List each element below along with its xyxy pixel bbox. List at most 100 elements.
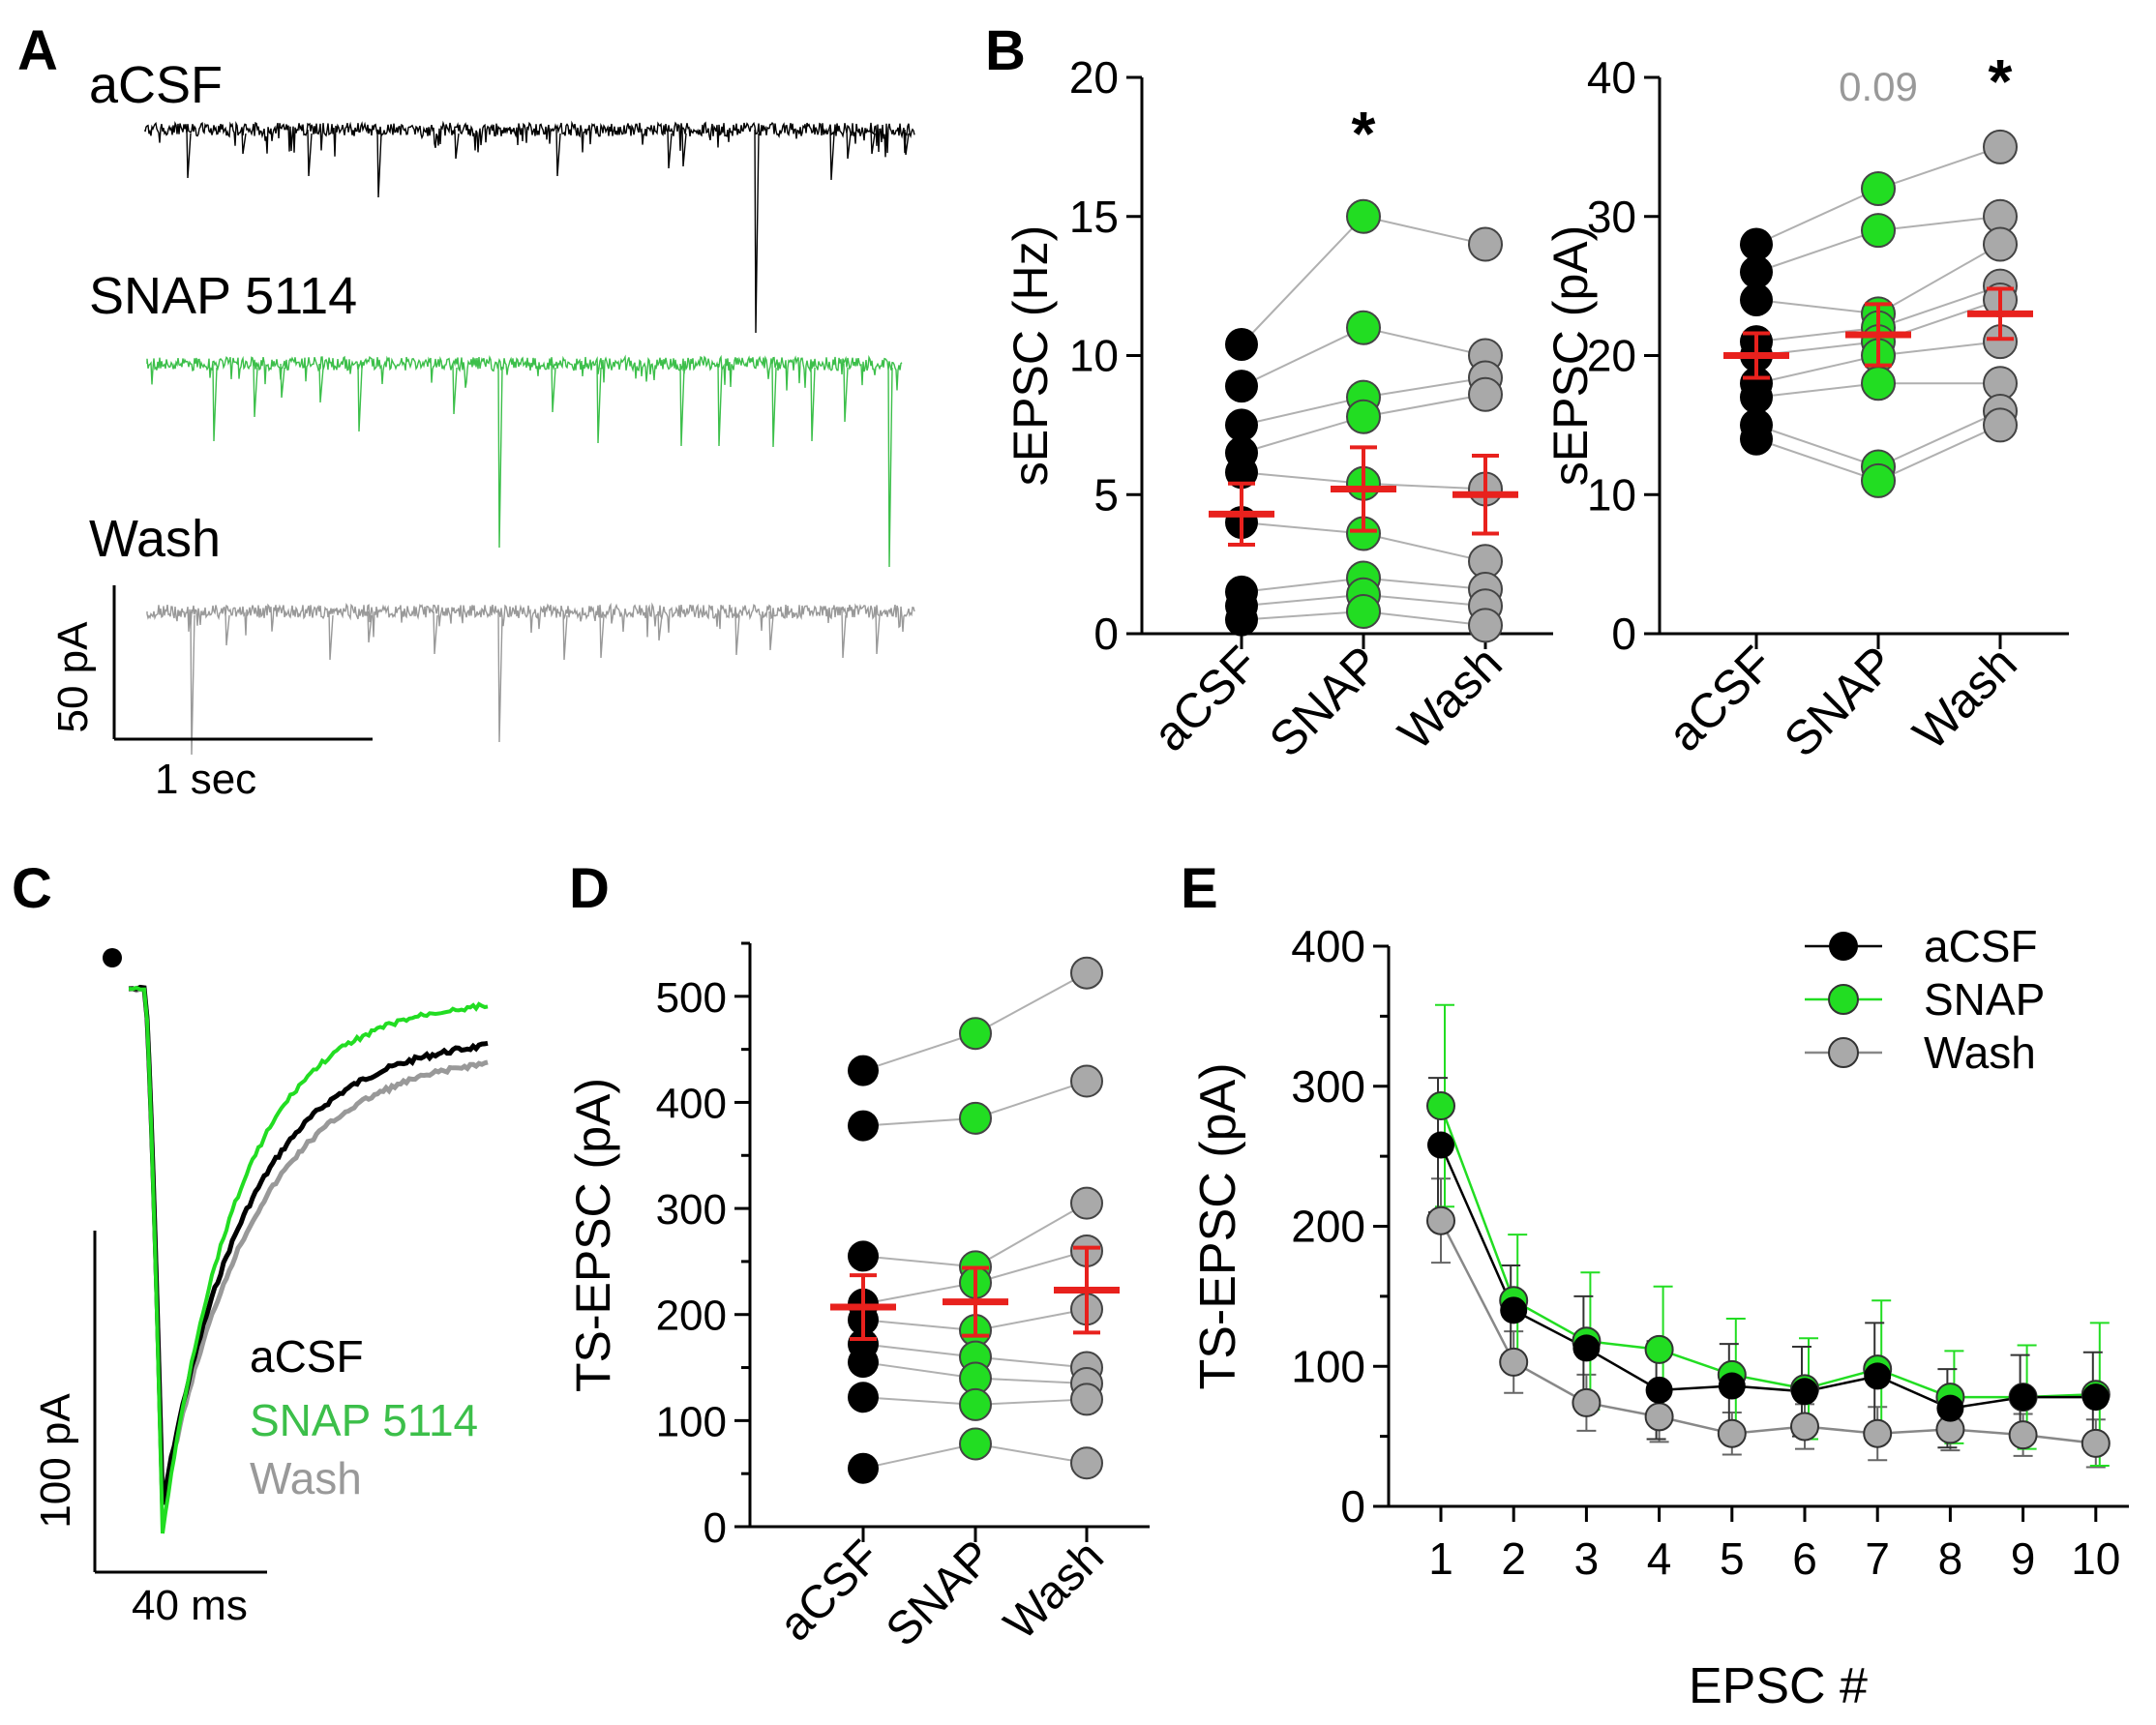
- point-acsf: [1936, 1394, 1964, 1422]
- x-tick-label-wash: Wash: [1388, 636, 1512, 760]
- x-tick-label: 2: [1501, 1533, 1526, 1584]
- point-snap: [1426, 1091, 1455, 1121]
- point-acsf: [1718, 1372, 1746, 1400]
- point-acsf: [1427, 1131, 1454, 1159]
- point-acsf: [848, 1240, 879, 1272]
- y-tick-label: 0: [1340, 1481, 1365, 1532]
- scale-label-40ms: 40 ms: [132, 1582, 248, 1629]
- scale-label-100pa: 100 pA: [32, 1393, 79, 1529]
- y-tick-label: 200: [1291, 1202, 1365, 1252]
- x-tick-label-acsf: aCSF: [1143, 636, 1269, 761]
- x-tick-label: 7: [1865, 1533, 1890, 1584]
- stimulus-dot: [103, 948, 122, 967]
- scale-label-1sec: 1 sec: [155, 756, 256, 803]
- y-tick-label: 10: [1069, 331, 1119, 381]
- point-acsf: [1740, 422, 1773, 456]
- point-wash: [1070, 1446, 1103, 1480]
- point-wash: [1499, 1347, 1529, 1377]
- trace-snap-5114: [146, 354, 903, 568]
- point-snap: [1346, 594, 1381, 629]
- y-tick-label: 400: [656, 1080, 727, 1127]
- point-wash: [1983, 129, 2018, 164]
- y-axis-label: sEPSC (pA): [1543, 225, 1598, 487]
- y-tick-label: 400: [1291, 921, 1365, 971]
- y-axis-label: sEPSC (Hz): [1003, 225, 1058, 486]
- point-snap: [959, 1017, 992, 1051]
- y-tick-label: 5: [1093, 469, 1119, 520]
- panel-d: D 0 100 200 300 400 500 TS-EPSC (pA) aCSFSNAPWa…: [566, 857, 1150, 1656]
- point-snap: [1861, 462, 1896, 498]
- chart-ts-epsc-train: 0 100 200 300 400 TS-EPSC (pA) 1 2 3 4 5 6 7 8 9 10 EPSC…: [1190, 921, 2129, 1714]
- point-acsf: [1225, 603, 1258, 637]
- y-tick-label: 20: [1587, 331, 1636, 381]
- x-tick-label-acsf: aCSF: [1658, 636, 1783, 761]
- x-tick-label: 5: [1720, 1533, 1745, 1584]
- significance-star: *: [1352, 99, 1376, 168]
- point-wash: [1790, 1412, 1819, 1442]
- legend-label-wash: Wash: [1924, 1027, 2036, 1078]
- x-tick-label-snap: SNAP: [1259, 636, 1391, 767]
- x-tick-label-wash: Wash: [1902, 636, 2027, 760]
- point-acsf: [2081, 1383, 2110, 1412]
- y-tick-label: 200: [656, 1293, 727, 1340]
- y-tick-label: 0: [1093, 609, 1119, 659]
- point-wash: [1717, 1418, 1747, 1448]
- point-acsf: [1500, 1296, 1528, 1324]
- y-tick-label: 300: [1291, 1061, 1365, 1112]
- point-acsf: [848, 1110, 879, 1142]
- point-snap: [1861, 213, 1896, 249]
- panel-a: A aCSF SNAP 5114 Wash 50 pA 1 sec: [17, 19, 915, 803]
- point-wash: [1983, 407, 2018, 443]
- panel-e-letter: E: [1181, 857, 1218, 920]
- point-wash: [1070, 956, 1103, 990]
- point-acsf: [1225, 456, 1258, 490]
- point-acsf: [1225, 408, 1258, 442]
- trace-label-wash: Wash: [89, 510, 221, 568]
- y-axis-label: TS-EPSC (pA): [566, 1078, 620, 1392]
- point-snap: [1346, 399, 1381, 434]
- y-tick-label: 300: [656, 1186, 727, 1234]
- point-snap: [1346, 310, 1381, 345]
- point-wash: [1070, 1383, 1103, 1416]
- significance-star: *: [1989, 46, 2013, 116]
- point-acsf: [1740, 283, 1773, 316]
- point-wash: [2081, 1428, 2111, 1458]
- point-acsf: [848, 1452, 879, 1484]
- y-tick-label: 500: [656, 974, 727, 1022]
- y-tick-label: 20: [1069, 52, 1119, 103]
- legend-c-acsf: aCSF: [250, 1331, 364, 1382]
- legend-marker-snap: [1828, 984, 1859, 1015]
- legend-marker-acsf: [1829, 932, 1858, 961]
- legend-label-snap: SNAP: [1924, 974, 2045, 1025]
- point-wash: [1863, 1418, 1893, 1448]
- point-acsf: [1645, 1376, 1673, 1404]
- y-tick-label: 40: [1587, 52, 1636, 103]
- panel-c: C 100 pA 40 ms aCSF SNAP 5114 Wash: [12, 857, 489, 1629]
- series-line-acsf: [1439, 1145, 2096, 1410]
- point-acsf: [848, 1347, 879, 1379]
- x-tick-label: 8: [1938, 1533, 1963, 1584]
- panel-e: E 0 100 200 300 400 TS-EPSC (pA) 1 2 3 4 5 6 7 8 9 10 EP…: [1181, 857, 2129, 1714]
- x-tick-label: 9: [2011, 1533, 2036, 1584]
- y-tick-label: 30: [1587, 192, 1636, 242]
- point-wash: [1572, 1387, 1602, 1417]
- point-wash: [1983, 226, 2018, 262]
- point-wash: [1426, 1205, 1455, 1235]
- y-tick-label: 100: [656, 1398, 727, 1445]
- evoked-trace-snap-5114: [128, 985, 489, 1534]
- legend-marker-wash: [1828, 1037, 1859, 1068]
- point-wash: [1468, 376, 1503, 412]
- p-value-annotation: 0.09: [1839, 64, 1918, 109]
- point-acsf: [2009, 1383, 2037, 1412]
- point-acsf: [1791, 1378, 1818, 1406]
- point-wash: [2008, 1420, 2038, 1450]
- legend-c-snap: SNAP 5114: [250, 1395, 478, 1445]
- trace-label-snap: SNAP 5114: [89, 267, 357, 325]
- x-tick-label: 4: [1647, 1533, 1672, 1584]
- point-snap: [1861, 171, 1896, 206]
